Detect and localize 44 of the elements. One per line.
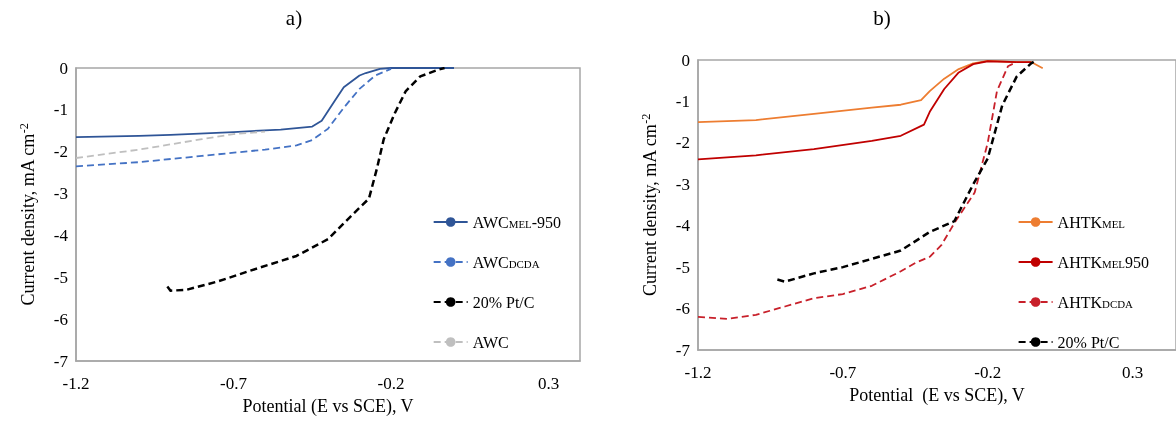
y-tick-label: -5 [675,257,690,277]
y-tick-label: -2 [675,133,690,153]
line-series [75,67,455,138]
x-axis-title: Potential (E vs SCE), V [849,384,1025,406]
y-tick-label: -6 [675,299,690,319]
legend-label: AHTKMEL950 [1057,253,1149,271]
y-tick-label: -7 [53,351,69,371]
line-series [75,130,266,159]
y-axis-title: Current density, mA cm-2 [16,123,38,306]
x-tick-label: -1.2 [62,374,90,393]
y-tick-label: -3 [53,184,68,204]
y-tick-label: -4 [675,216,691,236]
y-tick-label: -1 [53,100,68,120]
x-tick-label: 0.3 [1121,363,1144,382]
legend-label: AHTKMEL [1057,213,1126,231]
x-tick-label: -0.7 [220,374,248,393]
y-tick-label: -1 [675,91,690,111]
chart-title: b) [873,5,891,30]
y-axis-title: Current density, mA cm-2 [638,113,660,296]
legend-label: AWC [472,333,509,351]
x-tick-label: 0.3 [537,374,560,393]
legend-label: AHTKDCDA [1057,293,1134,311]
legend-label: 20% Pt/C [1057,333,1120,351]
legend-label: AWCMEL-950 [472,213,561,231]
x-tick-label: -0.7 [829,363,857,382]
line-series [697,59,1044,124]
line-series [75,67,392,168]
legend-label: AWCDCDA [472,253,540,271]
x-tick-label: -0.2 [974,363,1002,382]
x-tick-label: -1.2 [684,363,712,382]
x-axis-title: Potential (E vs SCE), V [242,395,414,417]
y-tick-label: 0 [59,58,68,78]
legend-label: 20% Pt/C [472,293,535,311]
y-tick-label: -7 [675,340,691,360]
line-series [697,60,1033,161]
y-tick-label: -5 [53,267,68,287]
y-tick-label: -6 [53,309,68,329]
chart-title: a) [285,5,303,30]
y-tick-label: -3 [675,174,690,194]
y-tick-label: 0 [681,50,690,70]
y-tick-label: -4 [53,225,69,245]
x-tick-label: -0.2 [377,374,405,393]
line-series [166,66,446,292]
y-tick-label: -2 [53,142,68,162]
